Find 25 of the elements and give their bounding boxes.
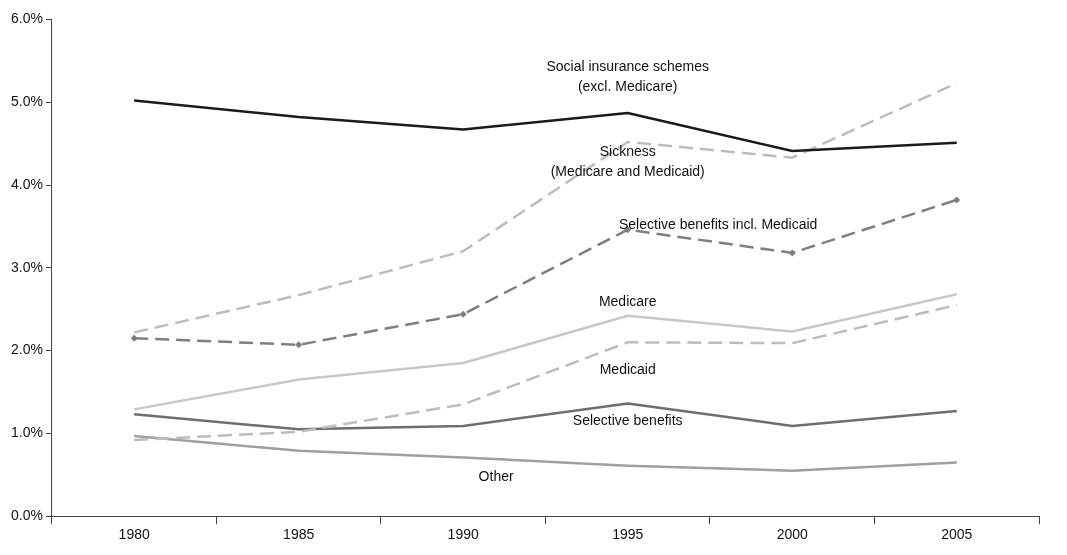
x-tick-label: 1990	[447, 526, 479, 543]
y-tick-label: 2.0%	[10, 341, 43, 358]
point	[788, 249, 796, 257]
point	[953, 196, 961, 204]
series-label: Sickness (Medicare and Medicaid)	[550, 142, 705, 179]
x-tick-label: 1985	[283, 526, 315, 543]
y-tick-label: 3.0%	[10, 258, 43, 275]
y-tick-label: 1.0%	[10, 424, 43, 441]
y-tick-label: 6.0%	[10, 10, 43, 27]
series-label: Selective benefits incl. Medicaid	[618, 216, 818, 233]
series-label: Other	[478, 467, 514, 484]
x-tick-label: 1995	[612, 526, 644, 543]
series-label: Medicaid	[599, 361, 656, 378]
x-tick-label: 2005	[941, 526, 973, 543]
point	[130, 334, 138, 342]
point	[459, 310, 467, 318]
series-label: Selective benefits	[572, 412, 683, 429]
y-tick-label: 4.0%	[10, 175, 43, 192]
y-tick-label: 0.0%	[10, 507, 43, 524]
point	[295, 341, 303, 349]
series-label: Medicare	[598, 292, 657, 309]
x-tick-label: 1980	[118, 526, 150, 543]
x-tick-label: 2000	[776, 526, 809, 543]
y-tick-label: 5.0%	[10, 93, 43, 110]
series-label: Social insurance schemes (excl. Medicare)	[546, 57, 710, 94]
